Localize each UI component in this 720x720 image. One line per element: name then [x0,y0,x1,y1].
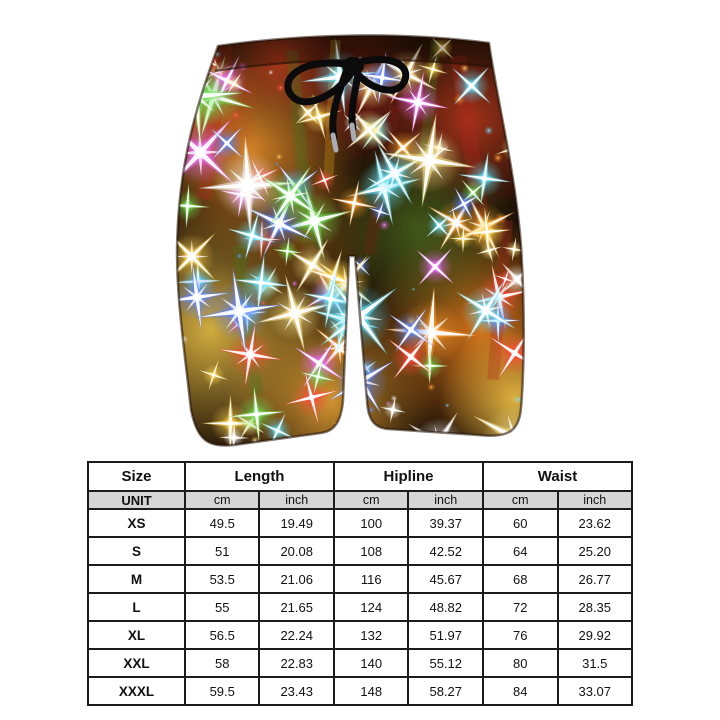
value-cell: 55 [183,592,261,622]
size-cell: XXXL [86,676,186,706]
size-row-xs: XS 49.5 19.49 100 39.37 60 23.62 [86,508,634,538]
size-row-xxl: XXL 58 22.83 140 55.12 80 31.5 [86,648,634,678]
value-cell: 64 [482,536,559,566]
size-chart-table: Size Length Hipline Waist UNIT cm inch cm inch c… [86,461,634,706]
value-cell: 56.5 [183,620,261,650]
value-cell: 124 [332,592,410,622]
size-cell: S [86,536,186,566]
value-cell: 49.5 [183,508,261,538]
value-cell: 51 [183,536,261,566]
shorts-graphic [175,34,525,447]
unit-row: UNIT cm inch cm inch cm inch [86,490,634,510]
value-cell: 68 [482,564,559,594]
value-cell: 58.27 [407,676,484,706]
value-cell: 21.65 [258,592,335,622]
value-cell: 76 [482,620,559,650]
value-cell: 59.5 [183,676,261,706]
unit-cell: inch [556,490,634,510]
lights-layer [177,35,524,446]
size-row-s: S 51 20.08 108 42.52 64 25.20 [86,536,634,566]
value-cell: 26.77 [556,564,634,594]
column-header-hipline: Hipline [332,461,485,492]
value-cell: 20.08 [258,536,335,566]
size-row-xxxl: XXXL 59.5 23.43 148 58.27 84 33.07 [86,676,634,706]
value-cell: 60 [482,508,559,538]
aglet-left [330,132,339,153]
value-cell: 100 [332,508,410,538]
unit-cell: cm [482,490,559,510]
value-cell: 39.37 [407,508,484,538]
value-cell: 51.97 [407,620,484,650]
value-cell: 22.83 [258,648,335,678]
value-cell: 116 [332,564,410,594]
size-row-m: M 53.5 21.06 116 45.67 68 26.77 [86,564,634,594]
size-cell: XXL [86,648,186,678]
value-cell: 108 [332,536,410,566]
size-cell: XS [86,508,186,538]
value-cell: 31.5 [556,648,634,678]
unit-cell: inch [258,490,335,510]
value-cell: 72 [482,592,559,622]
value-cell: 53.5 [183,564,261,594]
value-cell: 140 [332,648,410,678]
value-cell: 28.35 [556,592,634,622]
value-cell: 22.24 [258,620,335,650]
value-cell: 19.49 [258,508,335,538]
product-photo [175,34,525,447]
value-cell: 58 [183,648,261,678]
unit-cell: cm [332,490,410,510]
value-cell: 42.52 [407,536,484,566]
value-cell: 23.62 [556,508,634,538]
value-cell: 25.20 [556,536,634,566]
value-cell: 55.12 [407,648,484,678]
value-cell: 132 [332,620,410,650]
size-row-xl: XL 56.5 22.24 132 51.97 76 29.92 [86,620,634,650]
unit-cell: inch [407,490,484,510]
value-cell: 23.43 [258,676,335,706]
size-cell: XL [86,620,186,650]
value-cell: 29.92 [556,620,634,650]
value-cell: 21.06 [258,564,335,594]
value-cell: 45.67 [407,564,484,594]
value-cell: 80 [482,648,559,678]
column-header-size: Size [86,461,186,492]
value-cell: 33.07 [556,676,634,706]
value-cell: 84 [482,676,559,706]
size-cell: L [86,592,186,622]
value-cell: 148 [332,676,410,706]
aglet-right [349,122,357,142]
column-header-length: Length [183,461,335,492]
size-chart-header-row: Size Length Hipline Waist [86,461,634,492]
column-header-waist: Waist [481,461,634,492]
value-cell: 48.82 [407,592,484,622]
drawstring-bow [284,55,410,153]
size-row-l: L 55 21.65 124 48.82 72 28.35 [86,592,634,622]
unit-cell: cm [183,490,261,510]
unit-label-cell: UNIT [86,490,186,510]
size-cell: M [86,564,186,594]
shorts-outline [175,34,525,447]
